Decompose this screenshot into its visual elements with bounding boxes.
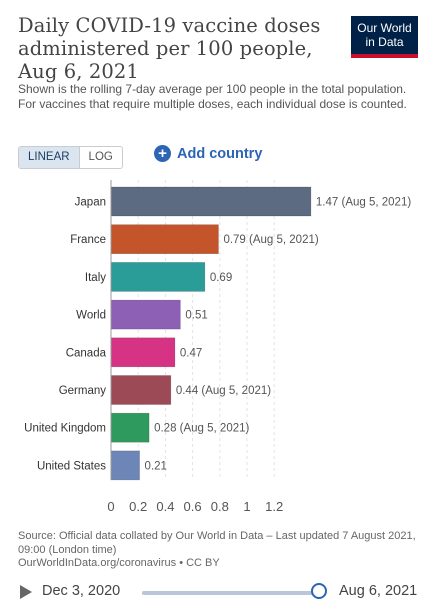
x-tick-label: 1: [243, 499, 250, 514]
x-tick-label: 0.4: [156, 499, 174, 514]
x-tick-label: 1.2: [265, 499, 283, 514]
category-label: United States: [37, 460, 106, 472]
bar: [110, 262, 206, 292]
linear-scale-button[interactable]: LINEAR: [19, 147, 80, 168]
plus-circle-icon: +: [154, 145, 171, 162]
category-label: World: [76, 310, 106, 322]
timeline-handle[interactable]: [311, 583, 327, 599]
bar: [110, 224, 219, 255]
source-text: Source: Official data collated by Our Wo…: [18, 530, 416, 556]
bar: [110, 412, 150, 443]
value-label: 0.79 (Aug 5, 2021): [223, 234, 318, 246]
timeline-range: [142, 591, 320, 595]
category-label: Japan: [75, 197, 106, 209]
source-link[interactable]: OurWorldInData.org/coronavirus • CC BY: [18, 557, 220, 569]
category-label: Germany: [59, 385, 107, 397]
value-label: 1.47 (Aug 5, 2021): [316, 197, 411, 209]
timeline-end-date: Aug 6, 2021: [339, 583, 418, 599]
value-label: 0.51: [185, 310, 207, 322]
source-note: Source: Official data collated by Our Wo…: [18, 530, 418, 571]
bar: [110, 299, 181, 330]
timeline: Dec 3, 2020 Aug 6, 2021: [0, 578, 431, 607]
play-icon[interactable]: [20, 585, 32, 599]
bar: [110, 375, 172, 405]
chart-subtitle: Shown is the rolling 7-day average per 1…: [18, 82, 407, 111]
x-tick-label: 0: [107, 499, 114, 514]
logo-line1: Our World: [357, 21, 412, 35]
x-tick-label: 0.6: [184, 499, 202, 514]
log-scale-button[interactable]: LOG: [88, 151, 113, 163]
value-label: 0.44 (Aug 5, 2021): [176, 385, 271, 397]
chart-title: Daily COVID-19 vaccine doses administere…: [18, 14, 321, 83]
timeline-start-date: Dec 3, 2020: [42, 583, 121, 599]
logo-line2: in Data: [365, 35, 404, 49]
x-tick-label: 0.8: [211, 499, 229, 514]
owid-logo[interactable]: Our World in Data: [351, 16, 418, 58]
value-label: 0.47: [180, 347, 202, 359]
bar: [110, 337, 176, 368]
add-country-button[interactable]: + Add country: [154, 145, 262, 162]
category-label: Canada: [66, 347, 107, 359]
value-label: 0.28 (Aug 5, 2021): [154, 423, 249, 435]
category-label: France: [70, 234, 106, 246]
value-label: 0.69: [210, 272, 232, 284]
x-tick-label: 0.2: [129, 499, 147, 514]
bar: [110, 186, 312, 217]
bar-chart: Japan 1.47 (Aug 5, 2021) France 0.79 (Aug 5…: [24, 180, 411, 514]
category-label: United Kingdom: [24, 423, 106, 435]
bar: [110, 450, 140, 481]
value-label: 0.21: [145, 460, 167, 472]
add-country-label: Add country: [177, 145, 263, 162]
scale-toggle: LINEAR LOG: [18, 146, 123, 169]
category-label: Italy: [85, 272, 106, 284]
